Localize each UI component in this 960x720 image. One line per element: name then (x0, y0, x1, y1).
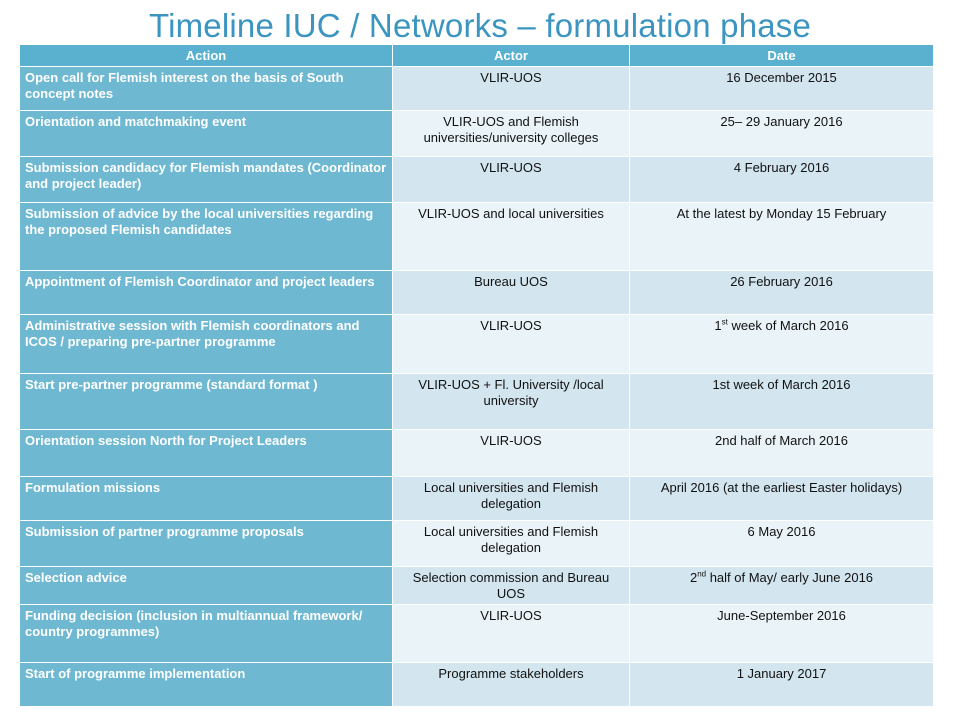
actor-cell: Local universities and Flemish delegatio… (392, 476, 630, 521)
date-cell: At the latest by Monday 15 February (629, 202, 934, 271)
date-cell: April 2016 (at the earliest Easter holid… (629, 476, 934, 521)
page-title: Timeline IUC / Networks – formulation ph… (148, 7, 812, 44)
date-number: 2 (689, 570, 698, 585)
date-cell: 1st week of March 2016 (629, 373, 934, 430)
timeline-table: Action Actor Date Open call for Flemish … (19, 44, 934, 707)
actor-cell: VLIR-UOS + Fl. University /local univers… (392, 373, 630, 430)
action-cell: Administrative session with Flemish coor… (19, 314, 393, 374)
action-cell: Orientation and matchmaking event (19, 110, 393, 157)
date-number: 1 (714, 318, 722, 333)
table-row: Submission of partner programme proposal… (19, 520, 934, 567)
action-cell: Selection advice (19, 566, 393, 605)
table-header-row: Action Actor Date (19, 44, 934, 67)
actor-cell: Bureau UOS (392, 270, 630, 315)
actor-cell: Local universities and Flemish delegatio… (392, 520, 630, 567)
date-cell: 25– 29 January 2016 (629, 110, 934, 157)
header-action: Action (19, 44, 393, 67)
action-cell: Submission of advice by the local univer… (19, 202, 393, 271)
action-cell: Start pre-partner programme (standard fo… (19, 373, 393, 430)
table-row: Start of programme implementation Progra… (19, 662, 934, 707)
actor-cell: VLIR-UOS and Flemish universities/univer… (392, 110, 630, 157)
action-cell: Orientation session North for Project Le… (19, 429, 393, 477)
table-row: Appointment of Flemish Coordinator and p… (19, 270, 934, 315)
action-cell: Start of programme implementation (19, 662, 393, 707)
date-cell: 1 January 2017 (629, 662, 934, 707)
date-cell: 1st week of March 2016 (629, 314, 934, 374)
action-cell: Appointment of Flemish Coordinator and p… (19, 270, 393, 315)
date-cell: June-September 2016 (629, 604, 934, 663)
date-cell: 26 February 2016 (629, 270, 934, 315)
action-cell: Submission candidacy for Flemish mandate… (19, 156, 393, 203)
table-row: Submission of advice by the local univer… (19, 202, 934, 271)
table-row: Open call for Flemish interest on the ba… (19, 66, 934, 111)
action-cell: Submission of partner programme proposal… (19, 520, 393, 567)
actor-cell: VLIR-UOS (392, 66, 630, 111)
action-cell: Formulation missions (19, 476, 393, 521)
actor-cell: Programme stakeholders (392, 662, 630, 707)
date-text: half of May/ early June 2016 (706, 570, 874, 585)
actor-cell: VLIR-UOS (392, 314, 630, 374)
header-actor: Actor (392, 44, 630, 67)
date-cell: 6 May 2016 (629, 520, 934, 567)
actor-cell: VLIR-UOS (392, 429, 630, 477)
table-row: Submission candidacy for Flemish mandate… (19, 156, 934, 203)
table-row: Administrative session with Flemish coor… (19, 314, 934, 374)
table-row: Start pre-partner programme (standard fo… (19, 373, 934, 430)
action-cell: Open call for Flemish interest on the ba… (19, 66, 393, 111)
actor-cell: VLIR-UOS and local universities (392, 202, 630, 271)
action-cell: Funding decision (inclusion in multiannu… (19, 604, 393, 663)
header-date: Date (629, 44, 934, 67)
table-row: Orientation session North for Project Le… (19, 429, 934, 477)
date-cell: 16 December 2015 (629, 66, 934, 111)
ordinal-suffix: st (721, 317, 728, 327)
table-row: Selection advice Selection commission an… (19, 566, 934, 605)
date-text: week of March 2016 (727, 318, 849, 333)
date-cell: 2nd half of March 2016 (629, 429, 934, 477)
date-cell: 4 February 2016 (629, 156, 934, 203)
date-cell: 2nd half of May/ early June 2016 (629, 566, 934, 605)
table-row: Formulation missions Local universities … (19, 476, 934, 521)
actor-cell: VLIR-UOS (392, 156, 630, 203)
table-row: Funding decision (inclusion in multiannu… (19, 604, 934, 663)
table-row: Orientation and matchmaking event VLIR-U… (19, 110, 934, 157)
ordinal-suffix: nd (697, 569, 707, 579)
actor-cell: VLIR-UOS (392, 604, 630, 663)
actor-cell: Selection commission and Bureau UOS (392, 566, 630, 605)
